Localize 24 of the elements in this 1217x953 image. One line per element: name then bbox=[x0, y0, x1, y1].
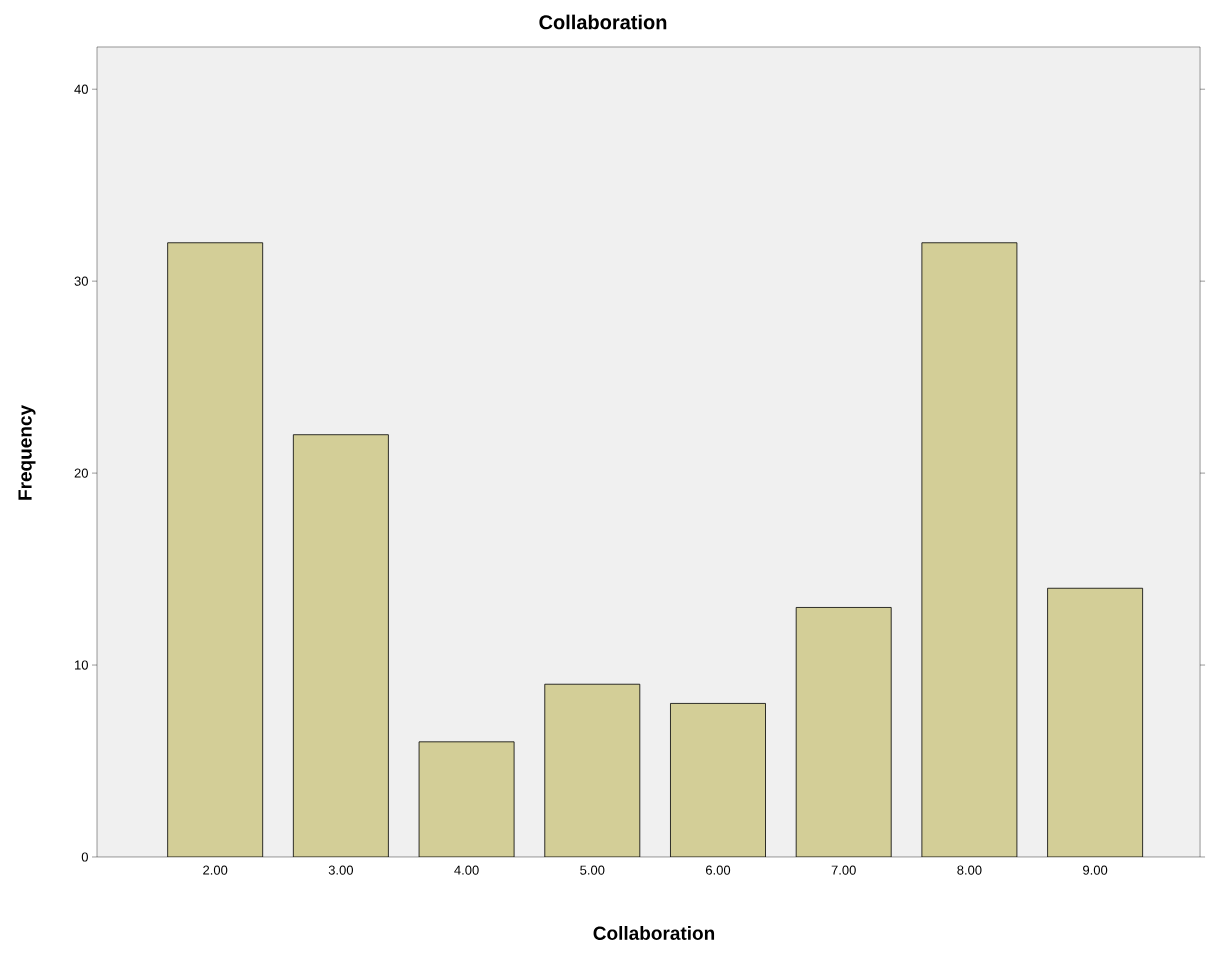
bar bbox=[293, 434, 389, 857]
bar bbox=[167, 242, 263, 857]
x-tick-label: 8.00 bbox=[957, 865, 982, 875]
y-tick-label: 0 bbox=[81, 852, 88, 862]
x-axis-title: Collaboration bbox=[593, 926, 715, 940]
x-tick-label: 3.00 bbox=[328, 865, 354, 875]
y-tick-label: 10 bbox=[75, 660, 88, 670]
y-tick-label: 20 bbox=[74, 468, 88, 478]
x-tick-label: 2.00 bbox=[203, 865, 228, 875]
x-tick-label: 9.00 bbox=[1083, 865, 1108, 875]
y-axis-title: Frequency bbox=[18, 405, 36, 500]
y-tick-label: 30 bbox=[74, 276, 88, 286]
x-tick-label: 4.00 bbox=[454, 865, 479, 875]
chart-title: Collaboration bbox=[539, 14, 667, 30]
bar bbox=[544, 684, 640, 857]
x-tick-label: 7.00 bbox=[831, 865, 856, 875]
bar bbox=[796, 607, 892, 857]
x-tick-label: 5.00 bbox=[580, 865, 605, 875]
bar bbox=[419, 741, 515, 857]
x-tick-label: 6.00 bbox=[705, 865, 731, 875]
bar bbox=[921, 242, 1017, 857]
y-tick-label: 40 bbox=[74, 84, 88, 94]
bar bbox=[1047, 587, 1144, 857]
bar bbox=[670, 703, 766, 857]
